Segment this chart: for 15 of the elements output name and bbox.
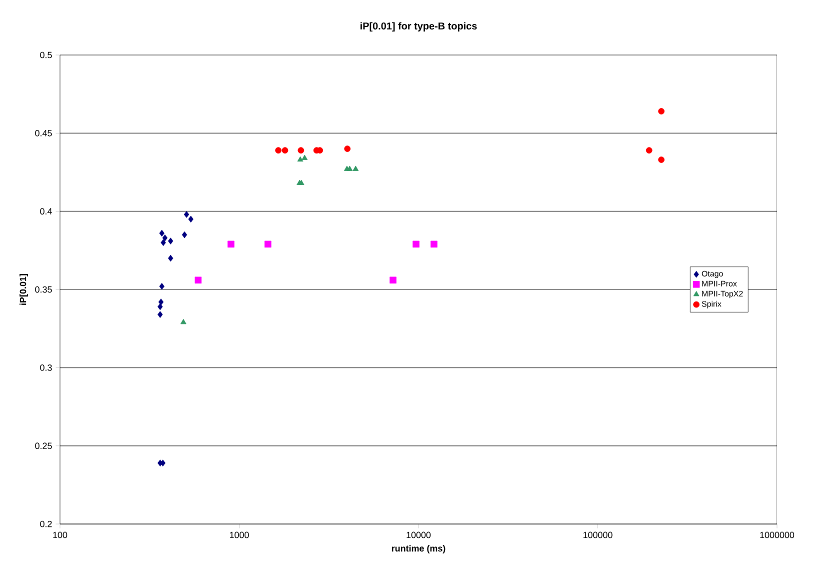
y-tick-label: 0.45 xyxy=(35,130,52,136)
chart-title: iP[0.01] for type-B topics xyxy=(360,22,477,32)
y-tick-label: 0.25 xyxy=(35,442,52,450)
y-tick-label: 0.2 xyxy=(40,520,52,528)
x-tick-label: 100 xyxy=(53,532,68,538)
y-tick-label: 0.5 xyxy=(40,52,52,58)
y-axis-title: iP[0.01] xyxy=(20,274,28,305)
y-tick-label: 0.3 xyxy=(40,364,52,371)
x-tick-label: 1000 xyxy=(230,532,249,538)
y-tick-label: 0.35 xyxy=(35,286,52,293)
x-axis-title: runtime (ms) xyxy=(392,544,446,554)
x-tick-label: 10000 xyxy=(406,532,431,538)
x-tick-label: 1000000 xyxy=(760,532,794,538)
y-tick-label: 0.4 xyxy=(40,208,52,215)
x-tick-label: 100000 xyxy=(583,532,612,538)
